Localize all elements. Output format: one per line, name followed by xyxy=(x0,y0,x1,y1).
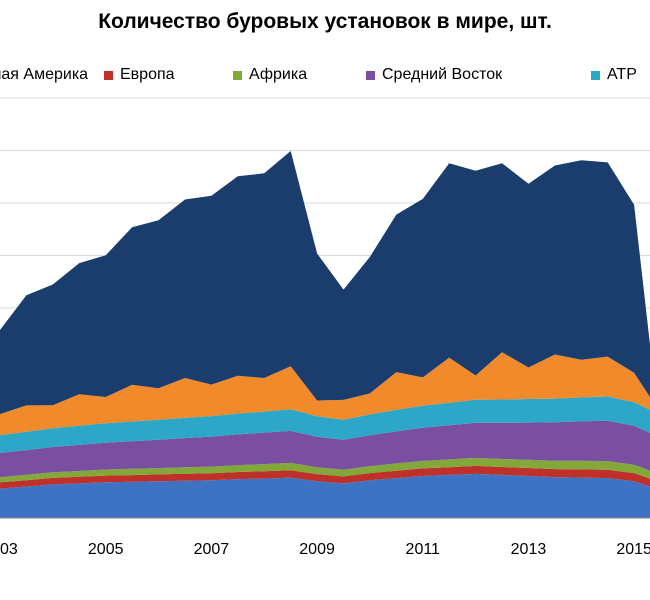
x-tick-label: 2011 xyxy=(406,541,441,558)
legend-swatch xyxy=(233,70,242,80)
area-series-4 xyxy=(0,396,650,453)
area-series-1 xyxy=(0,465,650,489)
x-tick-label: 2013 xyxy=(511,541,547,558)
legend-item-north-america: Северная Америка xyxy=(0,66,88,84)
x-tick-label: 2005 xyxy=(88,541,124,558)
legend-swatch xyxy=(591,70,600,80)
legend-label: АТР xyxy=(607,66,637,83)
legend-item-africa: Африка xyxy=(233,66,307,84)
legend-swatch xyxy=(104,70,113,80)
legend-label: Европа xyxy=(120,66,175,83)
x-tick-label: 2007 xyxy=(194,541,230,558)
legend-item-europe: Европа xyxy=(104,66,175,84)
legend-item-middle-east: Средний Восток xyxy=(366,66,502,84)
area-series-6 xyxy=(0,151,650,415)
x-tick-label: 2003 xyxy=(0,541,18,558)
area-series xyxy=(0,151,650,518)
area-series-3 xyxy=(0,420,650,478)
x-tick-label: 2015 xyxy=(616,541,650,558)
legend: Северная Америка Европа Африка Средний В… xyxy=(0,66,650,90)
area-series-5 xyxy=(0,352,650,436)
area-series-2 xyxy=(0,457,650,483)
legend-label: Средний Восток xyxy=(382,66,503,83)
x-axis-ticks: 2003 2005 2007 2009 2011 2013 2015 xyxy=(0,541,650,558)
legend-item-apac: АТР xyxy=(591,66,637,84)
legend-swatch xyxy=(366,70,375,80)
x-tick-label: 2009 xyxy=(299,541,335,558)
area-series-0 xyxy=(0,473,650,518)
legend-label: Северная Америка xyxy=(0,66,89,83)
chart-title: Количество буровых установок в мире, шт. xyxy=(98,10,552,33)
legend-label: Африка xyxy=(249,66,308,83)
